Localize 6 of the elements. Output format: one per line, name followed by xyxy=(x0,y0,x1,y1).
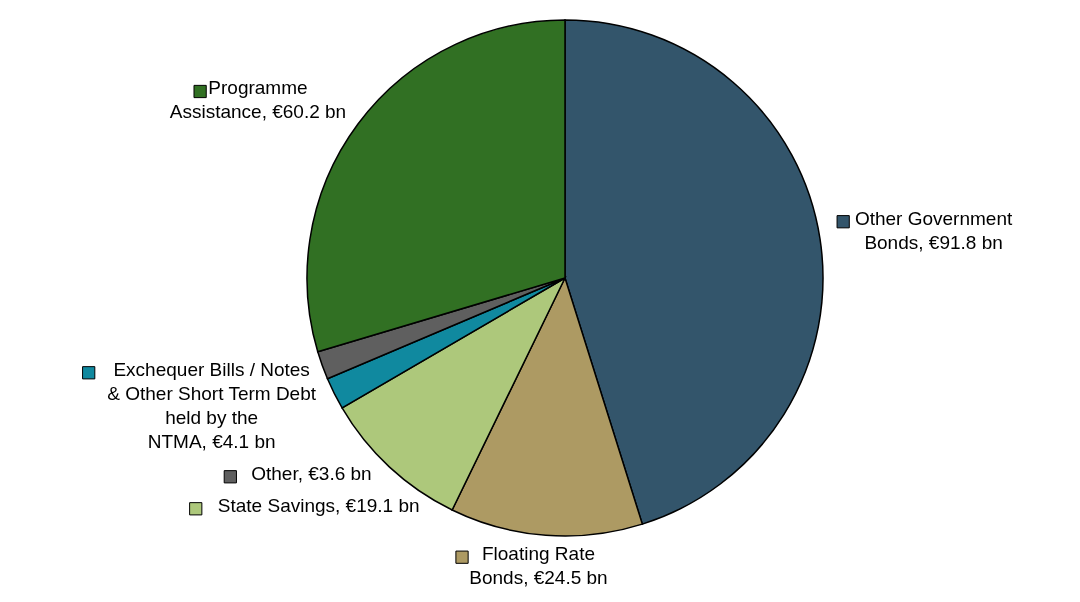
legend-label: Programme Assistance, €60.2 bn xyxy=(169,77,347,123)
legend-label: State Savings, €19.1 bn xyxy=(217,494,420,516)
legend-label: Exchequer Bills / Notes & Other Short Term Debt held by the NTMA, €4.1 bn xyxy=(107,358,317,452)
legend-label: Other Government Bonds, €91.8 bn xyxy=(854,207,1013,253)
legend-label: Floating Rate Bonds, €24.5 bn xyxy=(469,543,608,589)
legend-label: Other, €3.6 bn xyxy=(251,462,372,484)
